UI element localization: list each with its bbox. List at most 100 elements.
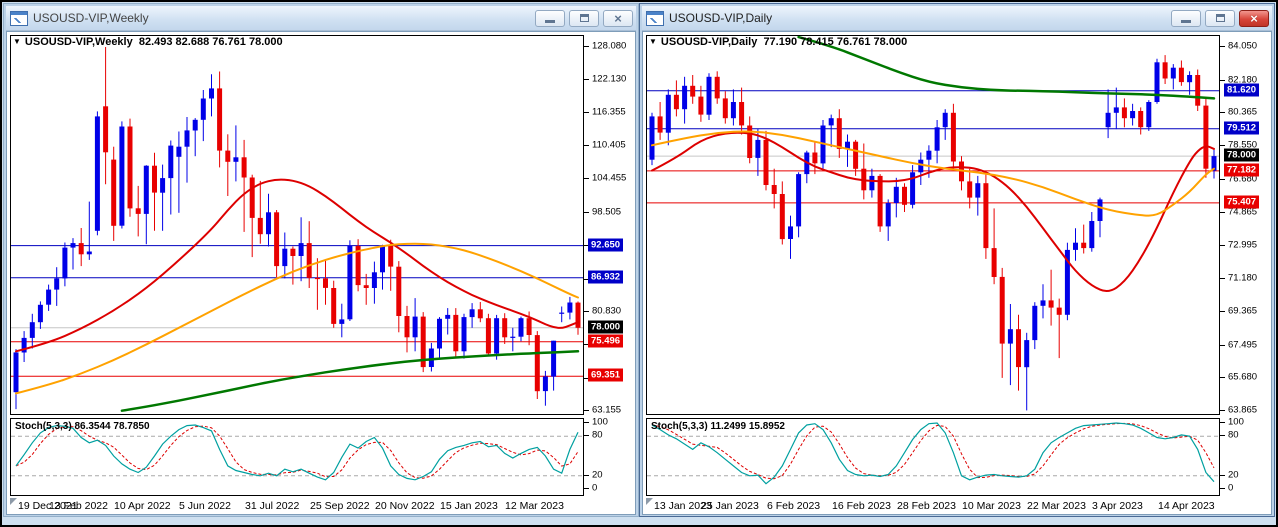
price-level-badge: 78.000 bbox=[1224, 148, 1260, 162]
axis-tick bbox=[584, 79, 589, 80]
date-label: 12 Mar 2023 bbox=[505, 500, 564, 512]
stochastic-pane[interactable]: Stoch(5,3,3) 86.3544 78.7850 bbox=[10, 418, 584, 496]
ma-orange bbox=[651, 130, 1215, 217]
price-level-badge: 69.351 bbox=[588, 368, 624, 382]
restore-button[interactable] bbox=[569, 9, 599, 27]
price-plot[interactable] bbox=[10, 35, 584, 415]
axis-tick bbox=[1220, 311, 1225, 312]
axis-tick-label: 0 bbox=[592, 482, 598, 494]
minimize-button[interactable] bbox=[535, 9, 565, 27]
date-label: 25 Jan 2023 bbox=[701, 500, 759, 512]
time-axis[interactable]: 19 Dec 2021 13 Feb 2022 10 Apr 2022 5 Jun 2… bbox=[10, 498, 584, 514]
axis-tick bbox=[584, 112, 589, 113]
axis-tick bbox=[1220, 112, 1225, 113]
minimize-button[interactable] bbox=[1171, 9, 1201, 27]
stoch-signal-line bbox=[651, 422, 1215, 480]
axis-tick-label: 82.180 bbox=[1228, 74, 1258, 86]
pane-resize-grip-icon[interactable] bbox=[646, 498, 653, 505]
axis-tick-label: 63.865 bbox=[1228, 404, 1258, 416]
close-button[interactable]: × bbox=[603, 9, 633, 27]
chart-icon bbox=[10, 10, 28, 26]
axis-tick-label: 116.355 bbox=[592, 106, 626, 118]
axis-tick bbox=[1220, 475, 1225, 476]
axis-tick bbox=[584, 488, 589, 489]
date-label: 14 Apr 2023 bbox=[1158, 500, 1215, 512]
date-label: 16 Feb 2023 bbox=[832, 500, 891, 512]
axis-tick-label: 80.365 bbox=[1228, 106, 1258, 118]
axis-tick-label: 20 bbox=[1228, 469, 1239, 481]
axis-tick-label: 0 bbox=[1228, 482, 1234, 494]
moving-averages-layer bbox=[651, 36, 1216, 293]
axis-tick-label: 71.180 bbox=[1228, 272, 1258, 284]
ma-red bbox=[15, 178, 579, 353]
chart-area-daily[interactable]: ▼ USOUSD-VIP,Daily 77.190 78.415 76.761 7… bbox=[642, 31, 1272, 515]
axis-tick-label: 65.680 bbox=[1228, 371, 1258, 383]
date-label: 3 Apr 2023 bbox=[1092, 500, 1143, 512]
window-title: USOUSD-VIP,Daily bbox=[669, 11, 773, 25]
axis-tick bbox=[584, 178, 589, 179]
axis-tick bbox=[1220, 410, 1225, 411]
price-axis[interactable]: 128.080 122.130 116.355 110.405 104.455 98.50… bbox=[584, 35, 635, 416]
date-label: 5 Jun 2022 bbox=[179, 500, 231, 512]
date-label: 31 Jul 2022 bbox=[245, 500, 300, 512]
date-label: 10 Apr 2022 bbox=[114, 500, 171, 512]
axis-tick bbox=[1220, 145, 1225, 146]
minimize-icon bbox=[1181, 20, 1191, 23]
ma-green bbox=[797, 36, 1216, 100]
axis-tick bbox=[584, 422, 589, 423]
date-label: 6 Feb 2023 bbox=[767, 500, 821, 512]
axis-tick-label: 20 bbox=[592, 469, 603, 481]
window-title: USOUSD-VIP,Weekly bbox=[33, 11, 149, 25]
axis-tick bbox=[584, 344, 589, 345]
axis-tick bbox=[1220, 422, 1225, 423]
restore-button[interactable] bbox=[1205, 9, 1235, 27]
chart-icon bbox=[646, 10, 664, 26]
axis-tick bbox=[1220, 46, 1225, 47]
titlebar-daily[interactable]: USOUSD-VIP,Daily × bbox=[642, 6, 1272, 31]
stochastic-pane[interactable]: Stoch(5,3,3) 11.2499 15.8952 bbox=[646, 418, 1220, 496]
candles-layer bbox=[13, 47, 581, 410]
date-label: 22 Mar 2023 bbox=[1027, 500, 1086, 512]
stochastic-axis[interactable]: 100 80 20 0 bbox=[584, 416, 635, 496]
date-label: 10 Mar 2023 bbox=[962, 500, 1021, 512]
price-level-badge: 75.496 bbox=[588, 334, 624, 348]
ma-orange bbox=[15, 242, 579, 395]
axis-tick bbox=[584, 475, 589, 476]
date-label: 28 Feb 2023 bbox=[897, 500, 956, 512]
axis-tick-label: 98.505 bbox=[592, 206, 622, 218]
restore-icon bbox=[1215, 14, 1225, 22]
axis-tick-label: 104.455 bbox=[592, 172, 627, 184]
titlebar-weekly[interactable]: USOUSD-VIP,Weekly × bbox=[6, 6, 636, 31]
restore-icon bbox=[579, 14, 589, 22]
axis-tick bbox=[584, 378, 589, 379]
date-label: 19 Dec 2021 bbox=[18, 500, 78, 512]
stochastic-axis[interactable]: 100 80 20 0 bbox=[1220, 417, 1271, 496]
price-plot[interactable] bbox=[646, 35, 1220, 415]
price-axis[interactable]: 84.050 82.180 80.365 78.550 76.680 74.865 72.9… bbox=[1220, 35, 1271, 416]
axis-tick-label: 80 bbox=[592, 429, 603, 441]
axis-tick-label: 110.405 bbox=[592, 139, 626, 151]
axis-tick bbox=[584, 311, 589, 312]
axis-tick bbox=[1220, 245, 1225, 246]
axis-tick bbox=[1220, 80, 1225, 81]
axis-tick-label: 122.130 bbox=[592, 73, 627, 85]
pane-resize-grip-icon[interactable] bbox=[10, 498, 17, 505]
date-label: 20 Nov 2022 bbox=[375, 500, 435, 512]
date-label: 15 Jan 2023 bbox=[440, 500, 498, 512]
time-axis[interactable]: 13 Jan 2023 25 Jan 2023 6 Feb 2023 16 Feb 2… bbox=[646, 498, 1220, 514]
close-button[interactable]: × bbox=[1239, 9, 1269, 27]
stoch-main-line bbox=[15, 424, 579, 481]
axis-tick-label: 100 bbox=[592, 416, 608, 428]
axis-tick-label: 128.080 bbox=[592, 40, 627, 52]
price-level-badge: 75.407 bbox=[1224, 195, 1260, 209]
axis-tick bbox=[1220, 345, 1225, 346]
moving-averages-layer bbox=[15, 178, 580, 412]
price-level-badge: 92.650 bbox=[588, 238, 624, 252]
chart-area-weekly[interactable]: ▼ USOUSD-VIP,Weekly 82.493 82.688 76.761 … bbox=[6, 31, 636, 515]
date-label: 13 Jan 2023 bbox=[654, 500, 712, 512]
ma-red bbox=[651, 131, 1215, 293]
stoch-main-line bbox=[651, 422, 1215, 485]
date-label: 13 Feb 2022 bbox=[49, 500, 108, 512]
axis-tick-label: 72.995 bbox=[1228, 239, 1258, 251]
